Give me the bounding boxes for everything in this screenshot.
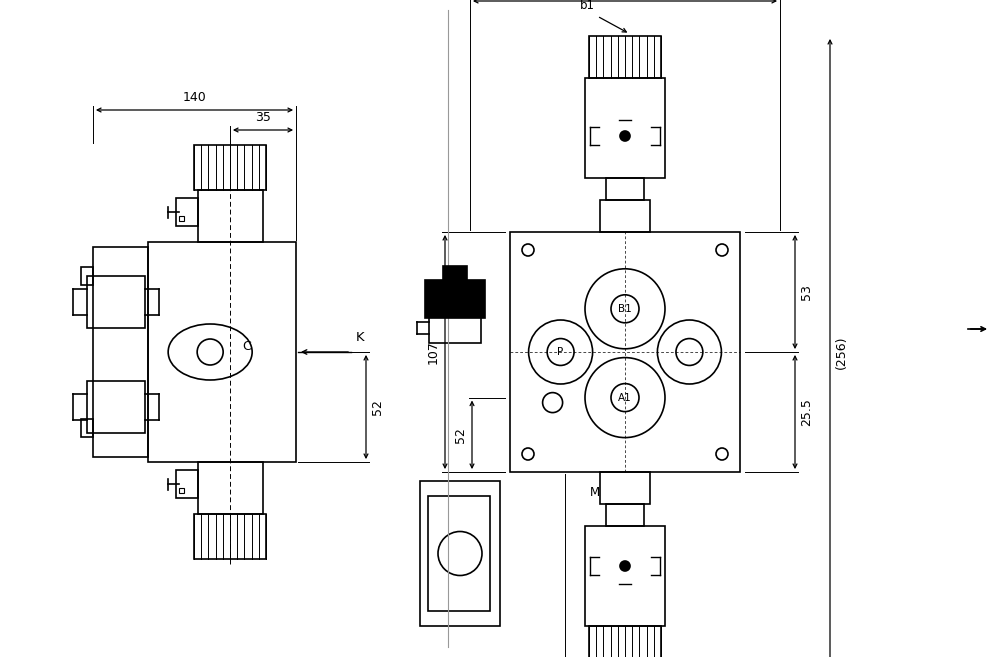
Text: (256): (256) [835,335,848,369]
Bar [606,178,644,200]
Bar [178,215,184,221]
Bar [585,78,665,178]
Text: M: M [590,486,600,499]
Bar [425,280,485,318]
Text: C: C [242,340,251,353]
Text: A1: A1 [618,393,632,403]
Bar [148,242,296,462]
Bar [194,145,266,190]
Bar [600,200,650,232]
Bar [589,626,661,657]
Text: B1: B1 [618,304,632,314]
Text: 25.5: 25.5 [800,398,813,426]
Text: 107: 107 [427,340,440,364]
Bar [420,481,500,626]
Bar [81,419,93,437]
Bar [87,276,144,328]
Circle shape [620,561,630,571]
Circle shape [620,131,630,141]
Bar [87,381,144,433]
Bar [429,313,481,343]
Bar [81,267,93,285]
Bar [178,487,184,493]
Bar [198,190,262,242]
Bar [428,496,490,611]
Bar [93,247,148,457]
Text: 140: 140 [183,91,206,104]
Text: 52: 52 [371,399,384,415]
Text: P: P [557,347,564,357]
Bar [600,472,650,504]
Bar [443,266,467,280]
Bar [176,198,198,227]
Bar [198,462,262,514]
Bar [510,232,740,472]
Bar [194,514,266,559]
Text: b1: b1 [580,0,594,12]
Bar [606,504,644,526]
Bar [589,36,661,78]
Text: 53: 53 [800,284,813,300]
Text: 35: 35 [255,111,271,124]
Bar [585,526,665,626]
Bar [176,470,198,499]
Text: K: K [356,331,365,344]
Text: 52: 52 [454,427,467,443]
